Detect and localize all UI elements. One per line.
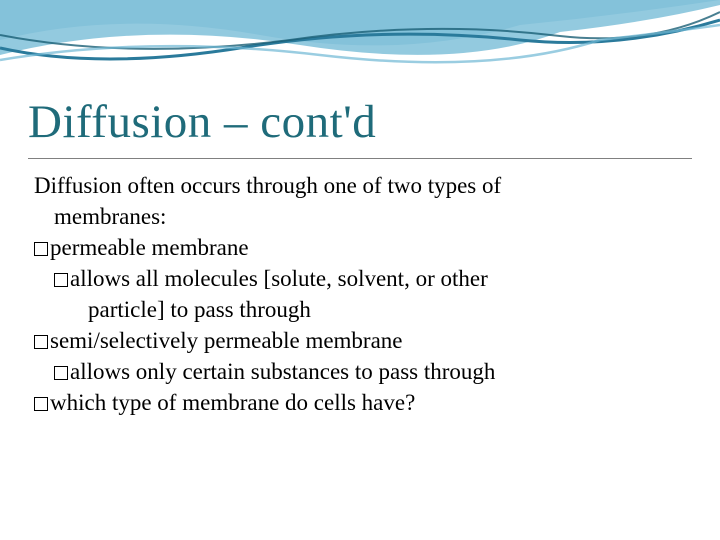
slide-title: Diffusion – cont'd <box>28 95 376 149</box>
line-text: allows only certain substances to pass t… <box>70 359 495 384</box>
wave-decoration <box>0 0 720 95</box>
body-line: particle] to pass through <box>34 294 684 325</box>
line-text: semi/selectively permeable membrane <box>50 328 403 353</box>
body-line: semi/selectively permeable membrane <box>34 325 684 356</box>
body-line: Diffusion often occurs through one of tw… <box>34 170 684 201</box>
bullet-icon <box>54 273 68 287</box>
line-text: which type of membrane do cells have? <box>50 390 415 415</box>
body-line: which type of membrane do cells have? <box>34 387 684 418</box>
bullet-icon <box>34 335 48 349</box>
bullet-icon <box>54 366 68 380</box>
body-line: membranes: <box>34 201 684 232</box>
bullet-icon <box>34 397 48 411</box>
body-line: allows only certain substances to pass t… <box>34 356 684 387</box>
line-text: permeable membrane <box>50 235 249 260</box>
body-line: permeable membrane <box>34 232 684 263</box>
title-underline <box>28 158 692 159</box>
slide-body: Diffusion often occurs through one of tw… <box>34 170 684 418</box>
bullet-icon <box>34 242 48 256</box>
body-line: allows all molecules [solute, solvent, o… <box>34 263 684 294</box>
line-text: allows all molecules [solute, solvent, o… <box>70 266 488 291</box>
